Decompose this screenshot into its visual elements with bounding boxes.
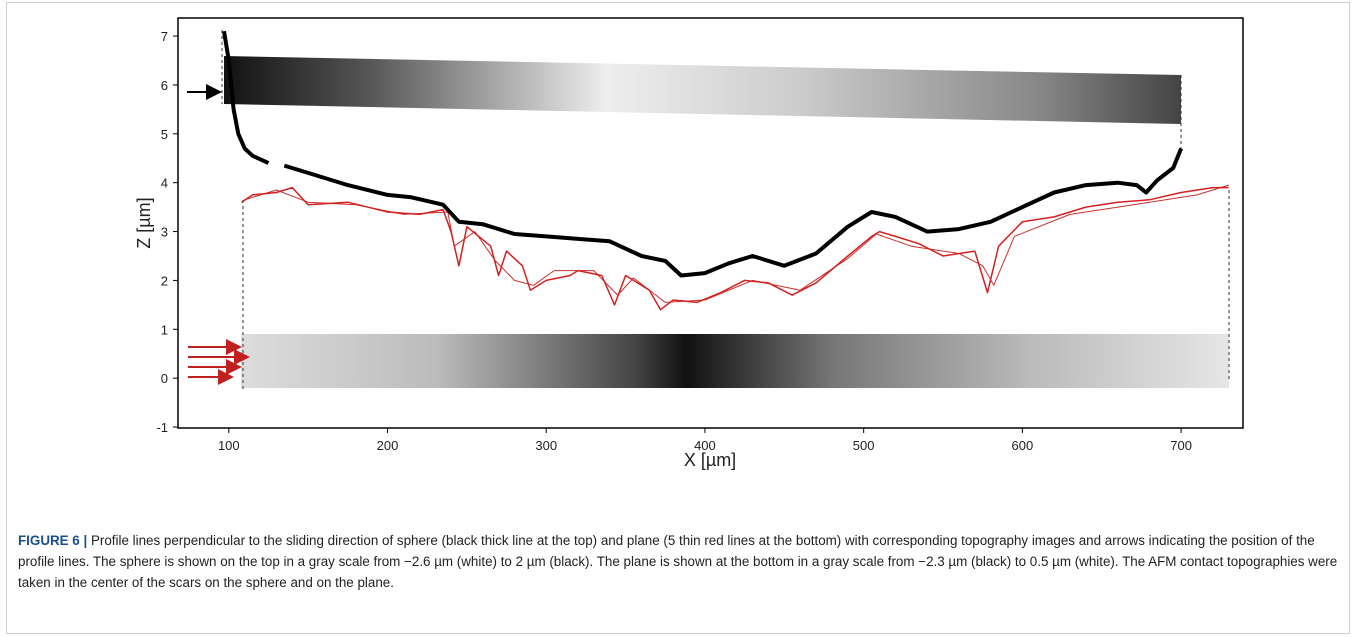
x-tick-label: 300 xyxy=(535,438,557,453)
caption: FIGURE 6 | Profile lines perpendicular t… xyxy=(18,530,1340,593)
y-tick-label: -1 xyxy=(156,420,168,435)
x-tick-label: 400 xyxy=(694,438,716,453)
x-tick-label: 600 xyxy=(1012,438,1034,453)
y-tick-label: 7 xyxy=(161,29,168,44)
x-axis-label: X [µm] xyxy=(684,450,736,470)
x-tick-label: 100 xyxy=(218,438,240,453)
caption-label: FIGURE 6 | xyxy=(18,533,88,548)
y-axis-label: Z [µm] xyxy=(134,197,154,248)
y-tick-label: 2 xyxy=(161,273,168,288)
y-tick-label: 1 xyxy=(161,322,168,337)
y-tick-label: 4 xyxy=(161,176,168,191)
sphere-topography xyxy=(224,56,1181,124)
profile-line xyxy=(222,30,1183,278)
plane-topography xyxy=(241,334,1229,388)
y-tick-label: 6 xyxy=(161,78,168,93)
y-tick-label: 0 xyxy=(161,371,168,386)
figure-frame xyxy=(6,2,1350,634)
chart: X [µm] Z [µm] 100 200 300 400 500 600 700 -1 0 1 2… xyxy=(134,17,1244,470)
x-tick-label: 500 xyxy=(853,438,875,453)
y-tick-label: 3 xyxy=(161,225,168,240)
caption-text: Profile lines perpendicular to the slidi… xyxy=(18,533,1338,590)
plot-frame xyxy=(177,17,1244,429)
plane-arrows xyxy=(188,339,250,385)
x-tick-label: 200 xyxy=(377,438,399,453)
dashed-guides xyxy=(221,30,1230,392)
y-tick-label: 5 xyxy=(161,127,168,142)
profile-line xyxy=(241,186,1229,311)
x-tick-label: 700 xyxy=(1170,438,1192,453)
